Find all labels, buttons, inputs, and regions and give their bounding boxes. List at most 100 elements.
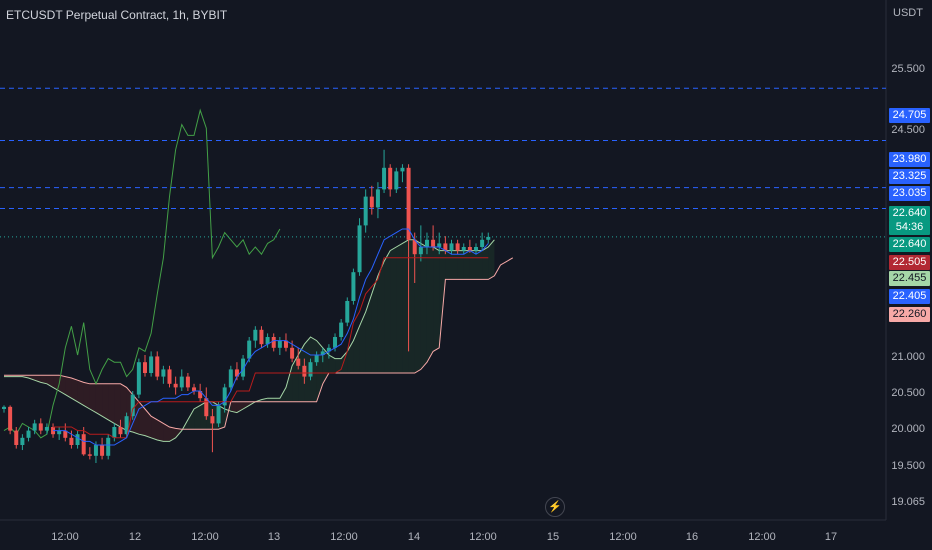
cloud-segment (371, 275, 378, 373)
candle-down (455, 243, 460, 251)
price-badge: 24.705 (889, 108, 930, 123)
candle-down (167, 369, 172, 384)
cloud-segment (408, 239, 415, 373)
candle-up (277, 340, 282, 348)
time-tick-label: 16 (686, 531, 698, 543)
candle-down (142, 362, 147, 373)
cloud-segment (396, 243, 403, 373)
candle-up (308, 362, 313, 377)
time-tick-label: 12:00 (748, 531, 776, 543)
price-tick-label: 20.500 (891, 387, 925, 399)
price-tick-label: 24.500 (891, 124, 925, 136)
candle-up (20, 437, 25, 445)
cloud-segment (335, 358, 342, 373)
cloud-segment (83, 382, 90, 409)
cloud-segment (292, 355, 299, 402)
cloud-segment (114, 383, 121, 427)
cloud-segment (433, 247, 440, 352)
candle-up (93, 445, 98, 456)
candle-up (333, 337, 338, 348)
cloud-segment (187, 409, 195, 430)
candle-up (357, 225, 362, 273)
candle-up (400, 167, 405, 172)
cloud-segment (457, 250, 464, 280)
time-tick-label: 14 (408, 531, 420, 543)
cloud-segment (230, 401, 237, 413)
candle-up (382, 167, 387, 190)
cloud-segment (138, 401, 145, 436)
candle-up (314, 355, 319, 363)
cloud-segment (285, 365, 293, 402)
cloud-segment (65, 376, 72, 399)
candle-up (75, 434, 80, 445)
candle-down (192, 387, 197, 391)
cloud-segment (451, 250, 458, 280)
cloud-segment (267, 398, 274, 402)
cloud-segment (445, 250, 452, 280)
candle-up (394, 171, 399, 190)
candle-down (63, 430, 68, 438)
candle-up (149, 356, 154, 373)
time-tick-label: 12:00 (330, 531, 358, 543)
price-badge: 22.640 (889, 206, 930, 221)
candle-down (87, 454, 92, 456)
candle-up (247, 340, 252, 359)
lightning-icon[interactable]: ⚡ (545, 497, 565, 517)
leading-span-a-line (4, 239, 495, 442)
time-tick-label: 12:00 (609, 531, 637, 543)
candle-up (222, 387, 227, 406)
cloud-segment (463, 250, 470, 280)
cloud-segment (102, 383, 109, 420)
time-tick-label: 17 (825, 531, 837, 543)
candle-down (204, 398, 209, 417)
cloud-segment (402, 239, 409, 373)
time-tick-label: 12:00 (51, 531, 79, 543)
cloud-segment (108, 383, 115, 424)
candle-down (173, 383, 178, 388)
candle-up (130, 394, 135, 417)
price-tick-label: 20.000 (891, 423, 925, 435)
candle-up (32, 423, 37, 431)
cloud-segment (40, 375, 47, 384)
base-line (53, 257, 489, 439)
candle-up (253, 329, 258, 341)
candle-down (100, 445, 105, 456)
currency-label: USDT (893, 7, 923, 19)
candle-down (283, 340, 288, 348)
candle-up (112, 427, 117, 438)
price-badge: 22.455 (889, 271, 930, 286)
cloud-segment (144, 409, 152, 438)
candle-up (241, 358, 246, 377)
candle-down (369, 196, 374, 208)
price-badge: 22.640 (889, 237, 930, 252)
cloud-segment (365, 293, 372, 373)
candle-up (228, 369, 233, 388)
candle-up (57, 430, 62, 435)
cloud-segment (151, 416, 158, 440)
candle-down (406, 167, 411, 240)
chart-title: ETCUSDT Perpetual Contract, 1h, BYBIT (6, 8, 228, 22)
candle-up (124, 416, 129, 435)
price-badge: 23.035 (889, 186, 930, 201)
candle-up (486, 236, 491, 240)
price-badge: 22.260 (889, 307, 930, 322)
cloud-segment (414, 239, 421, 373)
candle-up (44, 427, 49, 431)
cloud-segment (194, 405, 201, 430)
price-badge: 54:36 (889, 220, 930, 235)
candle-down (412, 239, 417, 255)
candle-up (480, 239, 485, 247)
candle-up (437, 243, 442, 247)
cloud-segment (476, 250, 483, 280)
price-tick-label: 19.065 (891, 496, 925, 508)
candle-down (185, 376, 190, 388)
candle-up (339, 322, 344, 337)
candle-down (38, 423, 43, 431)
cloud-segment (359, 311, 366, 373)
price-tick-label: 19.500 (891, 460, 925, 472)
candle-up (424, 239, 429, 247)
candle-up (179, 376, 184, 388)
candle-up (106, 437, 111, 456)
